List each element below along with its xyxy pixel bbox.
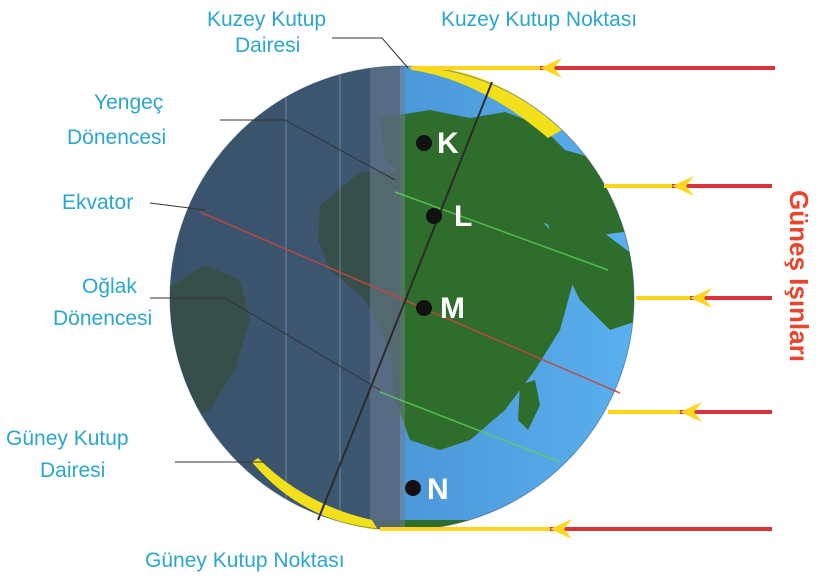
point-l: L [426, 200, 472, 233]
night-side [170, 66, 405, 530]
cancer-leader [220, 119, 396, 181]
sun-ray-3 [636, 288, 772, 308]
north-circle-leader [332, 37, 409, 69]
cancer-latitude-line [394, 191, 609, 271]
point-n-dot [405, 480, 421, 496]
cancer-label-line1: Yengeç [94, 91, 163, 114]
south-circle-label-line2: Dairesi [40, 459, 105, 482]
point-l-label: L [454, 200, 472, 233]
cancer-label-line2: Dönencesi [67, 126, 166, 149]
sun-rays [380, 58, 775, 539]
sun-ray-4 [608, 402, 772, 422]
sun-ray-1 [412, 58, 775, 78]
point-k-dot [416, 135, 432, 151]
europe-landmass [380, 110, 634, 235]
equator-label: Ekvator [62, 191, 133, 214]
capricorn-leader [150, 297, 381, 391]
sun-ray-2 [604, 176, 772, 196]
capricorn-latitude-line [379, 391, 561, 463]
point-m-label: M [440, 292, 465, 325]
equator-latitude-line [199, 211, 621, 394]
capricorn-label-line1: Oğlak [82, 275, 137, 298]
earth-axis [317, 81, 493, 521]
point-n: N [405, 473, 449, 506]
north-circle-label-line2: Dairesi [235, 34, 300, 57]
globe [169, 65, 635, 531]
point-k-label: K [437, 127, 459, 160]
point-m: M [416, 292, 465, 325]
madagascar-landmass [518, 380, 540, 430]
sun-rays-label: Güneş Işınları [784, 190, 814, 362]
sun-ray-5 [380, 519, 772, 539]
point-n-label: N [427, 473, 449, 506]
north-circle-label-line1: Kuzey Kutup [207, 8, 326, 31]
south-polar-cap [252, 458, 378, 530]
north-pole-label: Kuzey Kutup Noktası [441, 8, 637, 31]
terminator-glow [370, 66, 405, 530]
south-circle-label-line1: Güney Kutup [6, 427, 129, 450]
south-pole-label: Güney Kutup Noktası [145, 549, 345, 572]
point-k: K [416, 127, 459, 160]
leader-lines [149, 37, 409, 463]
north-polar-cap [408, 65, 562, 138]
capricorn-label-line2: Dönencesi [53, 307, 152, 330]
equator-leader [149, 202, 206, 211]
arabia-landmass [545, 215, 634, 330]
point-m-dot [416, 300, 432, 316]
point-l-dot [426, 208, 442, 224]
